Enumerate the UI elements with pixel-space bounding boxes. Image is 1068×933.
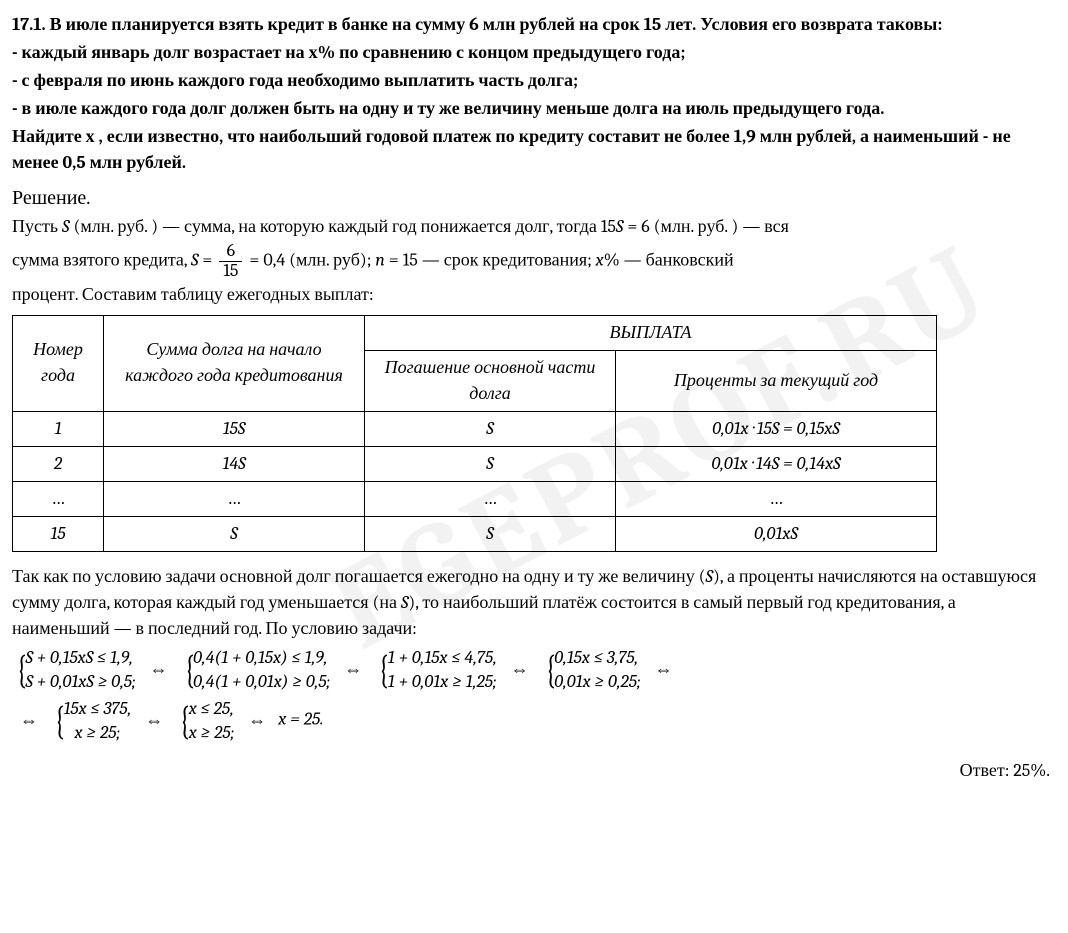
cell: S <box>365 411 616 446</box>
text: = 15 — срок кредитования; <box>385 249 596 270</box>
cell: 15S <box>104 411 365 446</box>
cell: 0,01x · 15S = 0,15xS <box>616 411 937 446</box>
problem-task: Найдите х , если известно, что наибольши… <box>12 124 1050 176</box>
eq: x ≥ 25; <box>63 721 131 744</box>
iff-icon: ⇔ <box>655 657 673 683</box>
solution-paragraph-2: Так как по условию задачи основной долг … <box>12 564 1050 642</box>
system-line-1: {S + 0,15xS ≤ 1,9,S + 0,01xS ≥ 0,5; ⇔ {0… <box>12 646 1050 693</box>
eq: S + 0,15xS ≤ 1,9, <box>25 646 135 669</box>
iff-icon: ⇔ <box>248 708 266 734</box>
iff-icon: ⇔ <box>150 657 168 683</box>
problem-bullet-3: - в июле каждого года долг должен быть н… <box>12 96 1050 122</box>
text: = <box>198 249 216 270</box>
text: Пусть <box>12 216 62 237</box>
cell: … <box>104 482 365 517</box>
eq: 0,4(1 + 0,01x) ≥ 0,5; <box>193 670 330 693</box>
cell: S <box>104 517 365 552</box>
table-row: 1 15S S 0,01x · 15S = 0,15xS <box>13 411 937 446</box>
system-4: {0,15x ≤ 3,75,0,01x ≥ 0,25; <box>543 646 641 693</box>
system-6: {x ≤ 25,x ≥ 25; <box>177 697 234 744</box>
eq: S + 0,01xS ≥ 0,5; <box>25 670 135 693</box>
iff-icon: ⇔ <box>344 657 362 683</box>
iff-icon: ⇔ <box>20 708 38 734</box>
eq: 15x ≤ 375, <box>63 697 131 720</box>
problem-bullet-1: - каждый январь долг возрастает на х% по… <box>12 40 1050 66</box>
final-eq: x = 25. <box>278 709 323 730</box>
table-row: 2 14S S 0,01x · 14S = 0,14xS <box>13 446 937 481</box>
eq: 1 + 0,01x ≥ 1,25; <box>388 670 497 693</box>
system-5: {15x ≤ 375,x ≥ 25; <box>52 697 131 744</box>
eq: 0,15x ≤ 3,75, <box>554 646 640 669</box>
th-payment: ВЫПЛАТА <box>365 315 937 350</box>
cell: 0,01xS <box>616 517 937 552</box>
solution-heading: Решение. <box>12 183 1050 212</box>
problem-title: 17.1. В июле планируется взять кредит в … <box>12 12 1050 38</box>
text: = 0,4 (млн. руб); <box>245 249 375 270</box>
th-year: Номер года <box>13 315 104 411</box>
eq: 0,01x ≥ 0,25; <box>554 670 640 693</box>
cell: 14S <box>104 446 365 481</box>
text: % — банковский <box>604 249 734 270</box>
th-interest: Проценты за текущий год <box>616 350 937 411</box>
cell: … <box>616 482 937 517</box>
system-3: {1 + 0,15x ≤ 4,75,1 + 0,01x ≥ 1,25; <box>376 646 497 693</box>
table-row: … … … … <box>13 482 937 517</box>
cell: 15 <box>13 517 104 552</box>
iff-icon: ⇔ <box>511 657 529 683</box>
eq: 0,4(1 + 0,15x) ≤ 1,9, <box>193 646 330 669</box>
text: = 6 (млн. руб. ) — вся <box>623 216 789 237</box>
th-debt: Сумма долга на начало каждого года креди… <box>104 315 365 411</box>
fraction: 615 <box>219 242 242 281</box>
iff-icon: ⇔ <box>145 708 163 734</box>
text: (млн. руб. ) — сумма, на которую каждый … <box>69 216 615 237</box>
denominator: 15 <box>219 261 242 281</box>
cell: 2 <box>13 446 104 481</box>
system-1: {S + 0,15xS ≤ 1,9,S + 0,01xS ≥ 0,5; <box>14 646 136 693</box>
eq: x ≥ 25; <box>189 721 235 744</box>
problem-bullet-2: - с февраля по июнь каждого года необход… <box>12 68 1050 94</box>
th-principal: Погашение основной части долга <box>365 350 616 411</box>
text: сумма взятого кредита, <box>12 249 191 270</box>
table-row: 15 S S 0,01xS <box>13 517 937 552</box>
eq: x ≤ 25, <box>189 697 235 720</box>
cell: 1 <box>13 411 104 446</box>
solution-line-1: Пусть S (млн. руб. ) — сумма, на которую… <box>12 214 1050 240</box>
solution-line-2: сумма взятого кредита, S = 615 = 0,4 (мл… <box>12 242 1050 281</box>
cell: … <box>13 482 104 517</box>
eq: 1 + 0,15x ≤ 4,75, <box>388 646 497 669</box>
payments-table: Номер года Сумма долга на начало каждого… <box>12 315 937 553</box>
solution-line-3: процент. Составим таблицу ежегодных выпл… <box>12 282 1050 308</box>
system-line-2: ⇔ {15x ≤ 375,x ≥ 25; ⇔ {x ≤ 25,x ≥ 25; ⇔… <box>12 697 1050 744</box>
cell: 0,01x · 14S = 0,14xS <box>616 446 937 481</box>
numerator: 6 <box>219 242 242 261</box>
answer: Ответ: 25%. <box>12 758 1050 784</box>
cell: … <box>365 482 616 517</box>
cell: S <box>365 446 616 481</box>
cell: S <box>365 517 616 552</box>
system-2: {0,4(1 + 0,15x) ≤ 1,9,0,4(1 + 0,01x) ≥ 0… <box>182 646 331 693</box>
text: Так как по условию задачи основной долг … <box>12 566 706 587</box>
